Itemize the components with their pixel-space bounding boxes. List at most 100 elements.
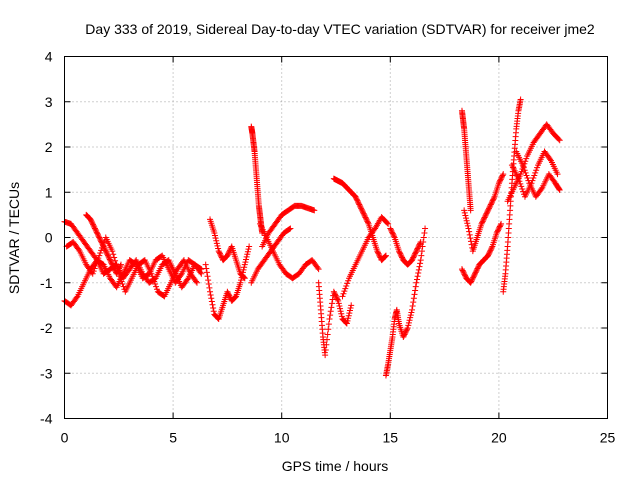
data-point xyxy=(331,290,338,297)
data-point xyxy=(389,230,396,237)
data-point xyxy=(90,268,97,275)
data-point xyxy=(376,251,383,258)
data-point xyxy=(338,310,345,317)
data-point xyxy=(107,257,114,264)
data-point xyxy=(555,136,562,143)
data-point xyxy=(95,233,102,240)
series-track-k xyxy=(315,279,355,359)
data-point xyxy=(88,218,95,225)
data-point xyxy=(341,288,348,295)
data-point xyxy=(458,266,465,273)
data-point xyxy=(324,336,331,343)
series-track-o xyxy=(387,225,424,268)
data-point xyxy=(352,193,359,200)
data-point xyxy=(400,334,407,341)
data-point xyxy=(358,205,365,212)
data-point xyxy=(497,176,504,183)
data-point xyxy=(490,196,497,203)
y-tick-label: -2 xyxy=(40,320,53,336)
data-point xyxy=(413,276,420,283)
data-point xyxy=(479,218,486,225)
data-point xyxy=(336,303,343,310)
data-point xyxy=(323,341,330,348)
data-point xyxy=(343,320,350,327)
data-point xyxy=(346,310,353,317)
data-point xyxy=(415,270,422,277)
data-point xyxy=(151,278,158,285)
y-tick-label: 2 xyxy=(45,139,53,155)
data-point xyxy=(401,331,408,338)
x-tick-label: 25 xyxy=(600,430,616,446)
data-point xyxy=(206,284,213,291)
data-point xyxy=(473,268,480,275)
data-point xyxy=(409,255,416,262)
data-point xyxy=(484,207,491,214)
series-track-i xyxy=(259,202,318,250)
data-point xyxy=(485,252,492,259)
data-point xyxy=(419,243,426,250)
data-point xyxy=(499,172,506,179)
data-point xyxy=(204,273,211,280)
data-point xyxy=(211,232,218,239)
data-point xyxy=(531,172,538,179)
data-point xyxy=(524,175,531,182)
data-point xyxy=(97,237,104,244)
data-point xyxy=(208,298,215,305)
data-point xyxy=(399,254,406,261)
data-point xyxy=(345,277,352,284)
data-point xyxy=(96,234,103,241)
data-point xyxy=(493,229,500,236)
data-point xyxy=(93,260,100,267)
data-point xyxy=(311,207,318,214)
data-point xyxy=(89,270,96,277)
data-point xyxy=(395,248,402,255)
data-point xyxy=(478,220,485,227)
data-point xyxy=(208,295,215,302)
data-point xyxy=(327,312,334,319)
data-point xyxy=(414,245,421,252)
data-point xyxy=(241,274,248,281)
data-point xyxy=(334,296,341,303)
data-point xyxy=(518,183,525,190)
x-tick-label: 0 xyxy=(61,430,69,446)
data-point xyxy=(118,278,125,285)
data-point xyxy=(415,242,422,249)
data-point xyxy=(467,279,474,286)
data-point xyxy=(117,275,124,282)
data-point xyxy=(468,278,475,285)
data-point xyxy=(533,167,540,174)
data-point xyxy=(355,198,362,205)
data-point xyxy=(498,175,505,182)
data-point xyxy=(109,248,116,255)
y-tick-label: -3 xyxy=(40,365,53,381)
data-point xyxy=(486,250,493,257)
data-point xyxy=(382,252,389,259)
data-point xyxy=(245,246,252,253)
data-point xyxy=(106,255,113,262)
data-point xyxy=(467,207,474,214)
data-point xyxy=(466,231,473,238)
data-point xyxy=(315,266,322,273)
data-point xyxy=(497,177,504,184)
data-point xyxy=(105,253,112,260)
data-point xyxy=(322,352,329,359)
data-point xyxy=(518,168,525,175)
data-point xyxy=(485,205,492,212)
data-point xyxy=(461,209,468,216)
data-point xyxy=(410,295,417,302)
data-point xyxy=(238,277,245,284)
data-point xyxy=(489,197,496,204)
x-axis-label: GPS time / hours xyxy=(282,458,389,474)
data-point xyxy=(469,275,476,282)
data-point xyxy=(114,268,121,275)
data-point xyxy=(488,244,495,251)
data-point xyxy=(211,229,218,236)
data-point xyxy=(398,253,405,260)
data-point xyxy=(375,250,382,257)
data-point xyxy=(402,328,409,335)
data-point xyxy=(193,278,200,285)
data-point xyxy=(362,214,369,221)
x-tick-label: 5 xyxy=(169,430,177,446)
data-point xyxy=(97,250,104,257)
